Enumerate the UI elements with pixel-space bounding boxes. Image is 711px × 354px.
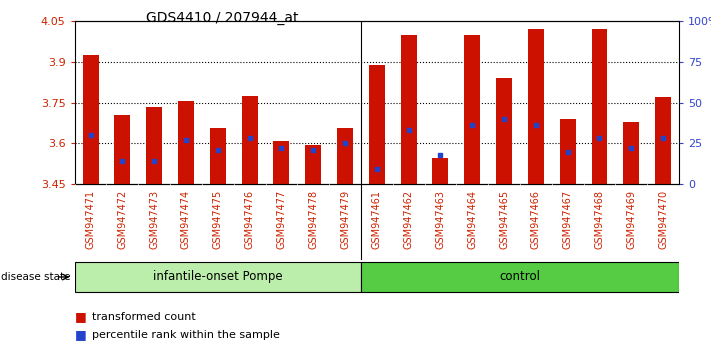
Text: GSM947465: GSM947465	[499, 190, 509, 249]
Text: GSM947472: GSM947472	[117, 190, 127, 250]
Text: GSM947473: GSM947473	[149, 190, 159, 249]
Bar	[210, 129, 226, 184]
Text: percentile rank within the sample: percentile rank within the sample	[92, 330, 280, 339]
Bar	[464, 35, 480, 184]
Text: GSM947467: GSM947467	[562, 190, 572, 249]
Text: control: control	[499, 270, 540, 283]
Bar	[624, 122, 639, 184]
Bar	[178, 101, 194, 184]
Bar	[401, 35, 417, 184]
Text: GSM947476: GSM947476	[245, 190, 255, 249]
Text: GDS4410 / 207944_at: GDS4410 / 207944_at	[146, 11, 298, 25]
Bar	[432, 158, 449, 184]
Bar	[274, 141, 289, 184]
Text: GSM947469: GSM947469	[626, 190, 636, 249]
Bar	[560, 119, 576, 184]
Bar	[655, 97, 671, 184]
Text: infantile-onset Pompe: infantile-onset Pompe	[153, 270, 282, 283]
Text: GSM947461: GSM947461	[372, 190, 382, 249]
Text: ■: ■	[75, 328, 87, 341]
Text: GSM947468: GSM947468	[594, 190, 604, 249]
Bar	[369, 65, 385, 184]
Text: GSM947462: GSM947462	[404, 190, 414, 249]
Bar	[146, 107, 162, 184]
Bar	[361, 262, 679, 292]
Text: disease state: disease state	[1, 272, 71, 282]
Bar	[114, 115, 130, 184]
Bar	[82, 55, 99, 184]
Bar	[337, 129, 353, 184]
Bar	[528, 29, 544, 184]
Text: GSM947479: GSM947479	[340, 190, 350, 249]
Bar	[305, 145, 321, 184]
Text: transformed count: transformed count	[92, 312, 196, 322]
Bar	[592, 29, 607, 184]
Text: ■: ■	[75, 310, 87, 323]
Text: GSM947477: GSM947477	[277, 190, 287, 250]
Text: GSM947463: GSM947463	[435, 190, 446, 249]
Text: GSM947464: GSM947464	[467, 190, 477, 249]
Text: GSM947475: GSM947475	[213, 190, 223, 250]
Text: GSM947466: GSM947466	[531, 190, 541, 249]
Text: GSM947474: GSM947474	[181, 190, 191, 249]
Bar	[75, 262, 361, 292]
Text: GSM947471: GSM947471	[85, 190, 95, 249]
Text: GSM947478: GSM947478	[308, 190, 319, 249]
Text: GSM947470: GSM947470	[658, 190, 668, 249]
Bar	[242, 96, 257, 184]
Bar	[496, 78, 512, 184]
